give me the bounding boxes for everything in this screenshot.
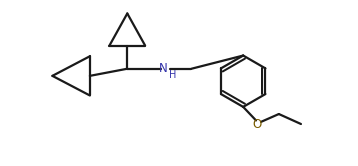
Text: H: H [169,70,176,80]
Text: O: O [252,118,261,131]
Text: N: N [159,62,167,75]
